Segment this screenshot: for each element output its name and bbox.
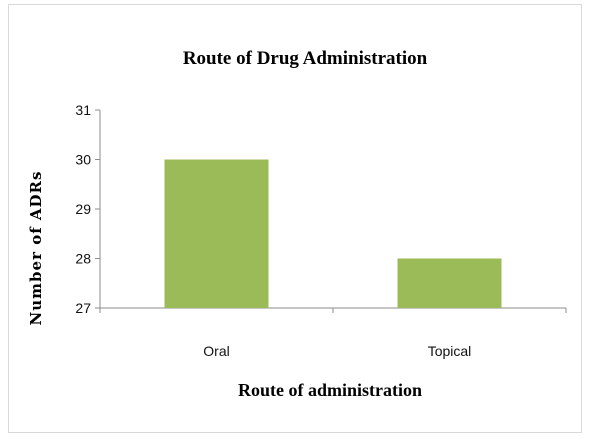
x-axis-label: Route of administration bbox=[238, 380, 422, 400]
bar-topical bbox=[397, 258, 502, 308]
y-tick-label: 29 bbox=[75, 201, 91, 217]
y-tick-label: 28 bbox=[75, 251, 91, 267]
plot-area: 27 28 29 30 31 Oral Topical bbox=[75, 102, 567, 359]
y-axis-label: Number of ADRs bbox=[27, 171, 45, 326]
x-tick-label: Oral bbox=[203, 343, 229, 359]
y-tick-label: 30 bbox=[75, 152, 91, 168]
chart-title: Route of Drug Administration bbox=[183, 48, 428, 69]
y-tick-label: 27 bbox=[75, 300, 91, 316]
chart-frame bbox=[8, 4, 582, 433]
y-tick-label: 31 bbox=[75, 102, 91, 118]
x-tick-label: Topical bbox=[428, 343, 472, 359]
bar-oral bbox=[164, 159, 269, 308]
